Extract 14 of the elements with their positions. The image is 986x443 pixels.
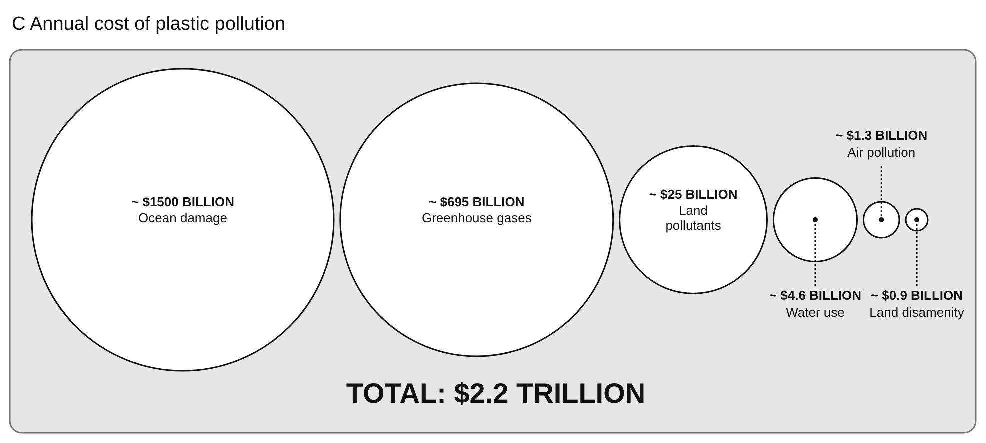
text: C Annual cost of plastic pollution [12, 14, 286, 35]
category-label: Ocean damage [138, 210, 228, 226]
data-label: ~ $0.9 BILLION [870, 288, 964, 303]
data-label: ~ $1500 BILLION [132, 194, 234, 210]
category-label: Land pollutants [666, 203, 722, 233]
data-label: ~ $4.6 BILLION [769, 288, 862, 303]
category-label: Air pollution [848, 145, 916, 160]
data-label: ~ $695 BILLION [429, 194, 525, 210]
text: TOTAL: $2.2 TRILLION [346, 378, 646, 409]
data-label: ~ $1.3 BILLION [836, 128, 928, 143]
category-label: Water use [786, 305, 845, 320]
category-label: Land disamenity [870, 305, 965, 320]
category-label: Greenhouse gases [422, 210, 532, 226]
data-label: ~ $25 BILLION [649, 187, 738, 202]
